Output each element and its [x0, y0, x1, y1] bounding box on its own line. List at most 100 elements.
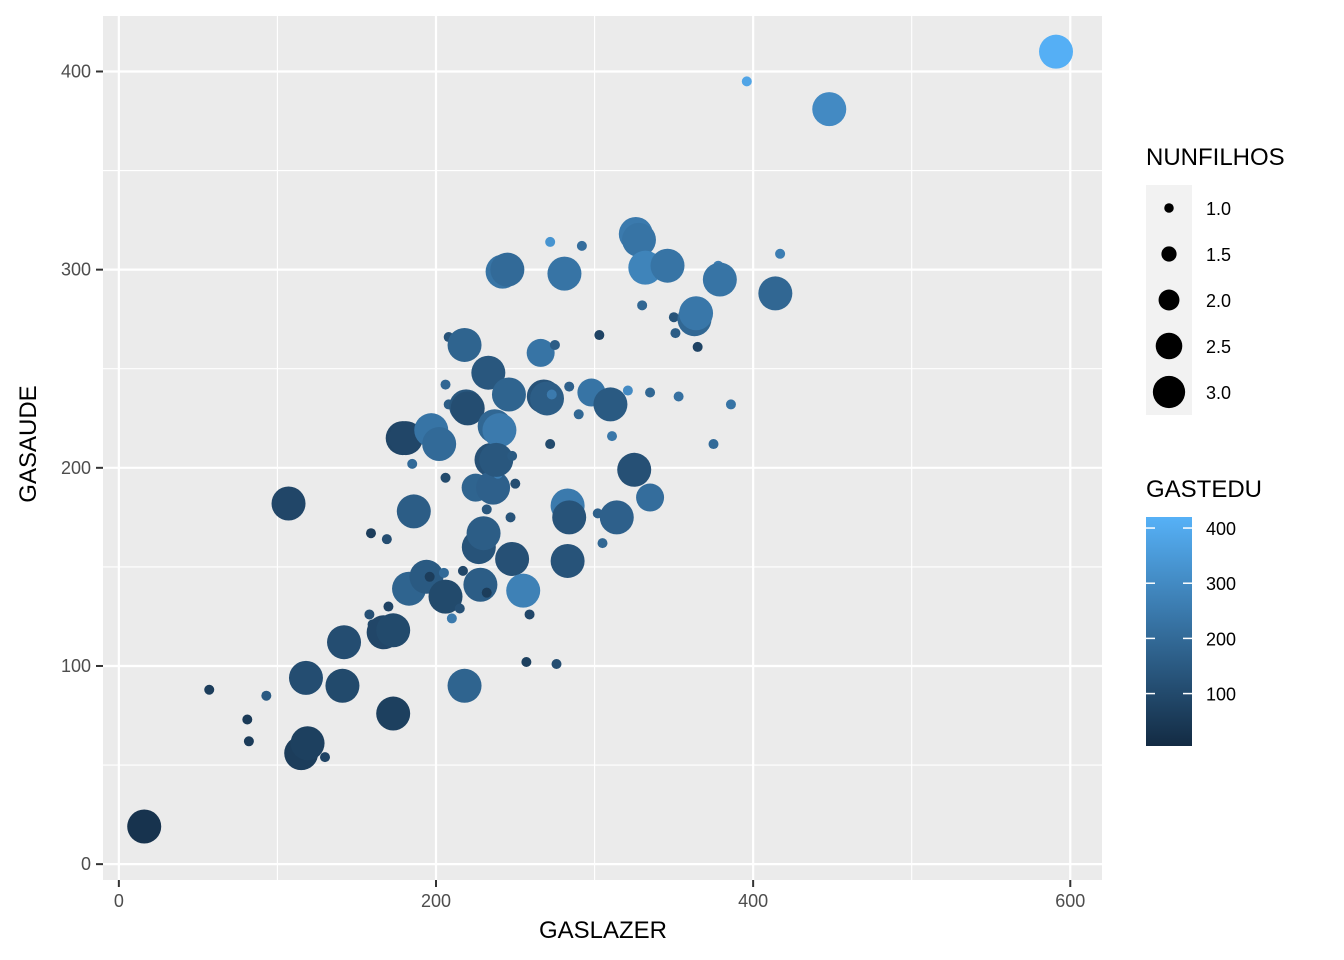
data-point — [725, 399, 736, 410]
size-legend-symbol — [1155, 332, 1183, 360]
y-tick-label: 400 — [61, 61, 91, 81]
data-point — [271, 486, 306, 521]
data-point — [673, 391, 684, 402]
data-point — [510, 478, 521, 489]
data-point — [505, 512, 516, 523]
size-legend-keys: 1.0 1.5 2.0 2.5 3.0 — [1146, 185, 1231, 415]
y-tick-label: 200 — [61, 458, 91, 478]
data-point — [407, 458, 418, 469]
data-point — [327, 625, 362, 660]
data-point — [545, 236, 556, 247]
data-point — [564, 381, 575, 392]
x-tick-label: 600 — [1055, 891, 1085, 911]
data-point — [599, 500, 634, 535]
data-point — [524, 609, 535, 620]
size-legend: NUNFILHOS 1.0 1.5 2.0 2.5 3.0 — [1146, 144, 1285, 415]
y-tick-label: 100 — [61, 656, 91, 676]
data-point — [482, 413, 517, 448]
data-point — [546, 389, 557, 400]
data-point — [438, 567, 449, 578]
color-legend-label: 100 — [1206, 685, 1236, 705]
data-point — [243, 736, 254, 747]
data-point — [758, 276, 793, 311]
data-point — [457, 565, 468, 576]
size-legend-title: NUNFILHOS — [1146, 144, 1285, 171]
color-legend-label: 400 — [1206, 519, 1236, 539]
data-point — [491, 377, 526, 412]
color-legend: GASTEDU 100 200 300 400 — [1146, 476, 1262, 746]
data-point — [466, 516, 501, 551]
data-point — [495, 541, 530, 576]
data-point — [424, 571, 435, 582]
color-bar — [1146, 517, 1192, 746]
grid-lines — [103, 16, 1102, 880]
data-point — [775, 248, 786, 259]
size-legend-label: 1.5 — [1206, 245, 1231, 265]
data-point — [364, 609, 375, 620]
data-point — [506, 573, 541, 608]
data-point — [290, 726, 325, 761]
data-point — [741, 76, 752, 87]
data-point — [376, 613, 411, 648]
data-point — [365, 528, 376, 539]
size-legend-symbol — [1164, 203, 1174, 213]
data-point — [526, 338, 555, 367]
y-axis-title: GASAUDE — [15, 385, 42, 502]
x-axis-ticks: 0 200 400 600 — [114, 880, 1085, 911]
data-point — [607, 431, 618, 442]
data-point — [325, 668, 360, 703]
data-point — [636, 483, 665, 512]
data-point — [463, 567, 498, 602]
data-point — [550, 543, 585, 578]
data-point — [242, 714, 253, 725]
data-point — [479, 442, 514, 477]
data-point — [376, 696, 411, 731]
x-tick-label: 400 — [738, 891, 768, 911]
data-point — [692, 341, 703, 352]
data-point — [428, 579, 463, 614]
data-point — [597, 538, 608, 549]
data-point — [573, 409, 584, 420]
data-point — [637, 300, 648, 311]
data-point — [288, 660, 323, 695]
data-point — [545, 439, 556, 450]
size-legend-label: 1.0 — [1206, 199, 1231, 219]
data-point — [127, 809, 162, 844]
data-point — [708, 439, 719, 450]
x-axis-title: GASLAZER — [539, 917, 667, 944]
data-point — [679, 296, 714, 331]
data-point — [594, 330, 605, 341]
data-point — [447, 327, 482, 362]
y-tick-label: 300 — [61, 260, 91, 280]
data-point — [549, 339, 560, 350]
data-point — [547, 256, 582, 291]
data-point — [617, 452, 652, 487]
size-legend-symbol — [1158, 289, 1180, 311]
data-point — [447, 668, 482, 703]
data-point — [621, 222, 656, 257]
data-point — [702, 262, 737, 297]
data-point — [471, 355, 506, 390]
x-tick-label: 200 — [421, 891, 451, 911]
data-point — [383, 601, 394, 612]
plot-panel — [103, 16, 1102, 880]
data-point — [454, 603, 465, 614]
data-point — [1039, 34, 1074, 69]
data-point — [576, 240, 587, 251]
data-point — [551, 659, 562, 669]
data-point — [481, 504, 492, 515]
y-tick-label: 0 — [81, 854, 91, 874]
data-point — [593, 387, 628, 422]
size-legend-symbol — [1152, 375, 1186, 409]
data-point — [476, 470, 511, 505]
data-points — [127, 34, 1074, 844]
data-point — [204, 684, 215, 695]
size-legend-label: 2.5 — [1206, 337, 1231, 357]
size-legend-label: 3.0 — [1206, 383, 1231, 403]
panel-background — [103, 16, 1102, 880]
data-point — [450, 391, 485, 426]
data-point — [440, 472, 451, 483]
data-point — [440, 379, 451, 390]
data-point — [552, 500, 587, 535]
